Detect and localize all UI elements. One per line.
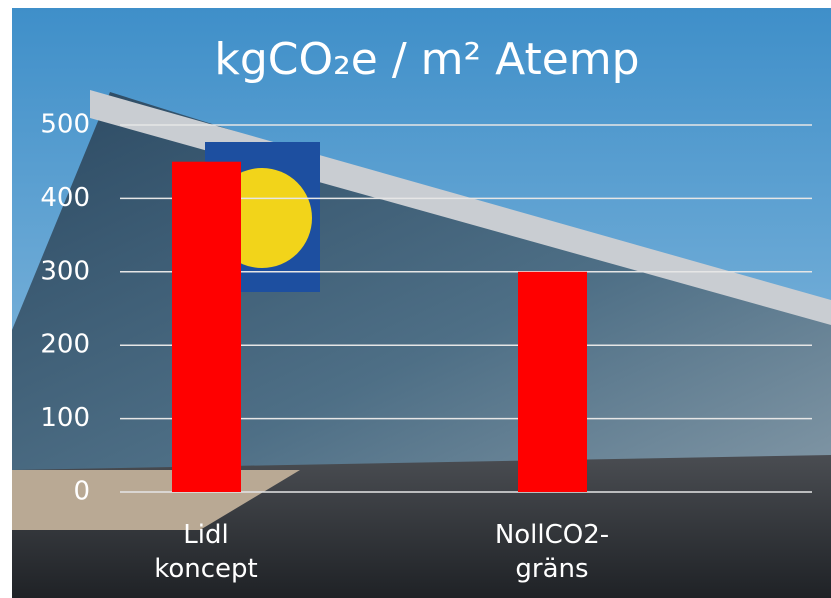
slide: kgCO₂e / m² Atemp 0 100 200 300 400 500 Lidl … xyxy=(0,0,831,598)
bar xyxy=(172,162,241,492)
y-tick-label: 500 xyxy=(40,110,90,140)
x-tick-label: NollCO2-gräns xyxy=(487,518,617,586)
y-tick-label: 100 xyxy=(40,403,90,433)
chart: kgCO₂e / m² Atemp 0 100 200 300 400 500 xyxy=(0,0,831,598)
y-tick-label: 400 xyxy=(40,183,90,213)
x-tick-label: Lidl koncept xyxy=(141,518,271,586)
y-tick-label: 200 xyxy=(40,330,90,360)
chart-title: kgCO₂e / m² Atemp xyxy=(214,34,639,85)
y-tick-label: 300 xyxy=(40,256,90,286)
y-tick-label: 0 xyxy=(73,477,90,507)
background-photo xyxy=(12,8,831,598)
bar xyxy=(518,272,587,492)
